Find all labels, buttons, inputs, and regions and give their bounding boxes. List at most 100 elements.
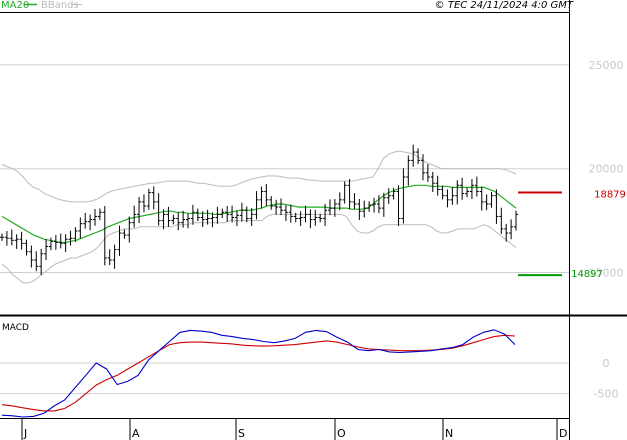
price-bar xyxy=(357,198,362,220)
price-bar xyxy=(210,212,215,228)
price-bar xyxy=(195,208,200,222)
macd-y-tick-label: -500 xyxy=(594,388,619,401)
price-levels: 18879 14897 xyxy=(518,189,626,280)
price-bar xyxy=(146,188,151,210)
price-bar xyxy=(430,172,435,192)
price-bar xyxy=(215,206,220,224)
price-bars xyxy=(0,144,518,275)
price-bar xyxy=(269,196,274,210)
price-bar xyxy=(509,219,514,240)
price-bar xyxy=(181,210,186,228)
price-bar xyxy=(190,204,195,225)
price-bar xyxy=(93,208,98,226)
price-bar xyxy=(234,210,239,227)
price-bar xyxy=(230,205,235,223)
x-axis-month-label: D xyxy=(559,427,567,440)
ma20-line xyxy=(1,184,517,243)
price-bar xyxy=(44,239,49,261)
price-bar xyxy=(274,199,279,215)
price-bar xyxy=(205,209,210,225)
macd-line xyxy=(1,329,516,418)
price-bar xyxy=(411,144,416,167)
price-bar xyxy=(161,209,166,230)
price-bar xyxy=(68,230,73,246)
price-bar xyxy=(141,194,146,213)
price-bar xyxy=(494,189,499,224)
price-bar xyxy=(396,185,401,226)
macd-panel-title: MACD xyxy=(2,323,29,333)
x-axis-month-label: J xyxy=(23,427,27,440)
price-bar xyxy=(88,214,93,231)
price-bar xyxy=(425,164,430,182)
price-bar xyxy=(460,177,465,200)
price-bar xyxy=(469,179,474,199)
price-bar xyxy=(465,187,470,198)
price-bar xyxy=(318,213,323,223)
price-bar xyxy=(489,191,494,208)
copyright-text: © TEC 24/11/2024 4:0 GMT xyxy=(435,0,574,11)
price-bar xyxy=(367,201,372,212)
price-bar xyxy=(9,229,14,246)
price-bar xyxy=(474,176,479,197)
bbands-legend-label: BBands xyxy=(41,0,79,11)
price-bar xyxy=(420,154,425,181)
price-bar xyxy=(293,212,298,223)
support-level-label: 14897 xyxy=(571,269,603,280)
macd-signal-line xyxy=(1,334,516,412)
price-bar xyxy=(122,229,127,239)
price-bar xyxy=(171,214,176,225)
price-bar xyxy=(416,148,421,165)
price-bar xyxy=(352,193,357,209)
price-bar xyxy=(499,207,504,234)
price-bar xyxy=(83,212,88,229)
resistance-level-label: 18879 xyxy=(594,189,626,200)
price-bar xyxy=(249,208,254,226)
price-bar xyxy=(48,237,53,251)
price-bar xyxy=(137,196,142,224)
price-bar xyxy=(288,204,293,223)
price-bar xyxy=(514,210,518,231)
price-bar xyxy=(186,213,191,229)
price-bar xyxy=(24,239,29,256)
price-y-tick-label: 15000 xyxy=(589,266,624,279)
price-bar xyxy=(73,227,78,242)
price-bar xyxy=(53,235,58,250)
price-bar xyxy=(313,209,318,226)
price-bar xyxy=(19,231,24,250)
price-bar xyxy=(127,216,132,243)
price-bar xyxy=(386,188,391,204)
bollinger-lower-band xyxy=(1,213,517,284)
price-bar xyxy=(259,186,264,209)
price-bar xyxy=(372,197,377,213)
price-bar xyxy=(347,179,352,210)
price-bar xyxy=(450,186,455,205)
price-bar xyxy=(4,230,9,246)
price-bar xyxy=(14,234,19,250)
price-bar xyxy=(117,225,122,256)
price-bar xyxy=(151,186,156,210)
price-bar xyxy=(63,234,68,253)
price-bar xyxy=(391,187,396,200)
price-bar xyxy=(176,212,181,231)
price-bar xyxy=(239,202,244,222)
price-bar xyxy=(342,181,347,204)
price-bar xyxy=(337,192,342,211)
x-axis-month-label: N xyxy=(445,427,453,440)
price-bar xyxy=(435,175,440,196)
price-bar xyxy=(455,180,460,205)
macd-y-tick-label: 0 xyxy=(603,357,610,370)
price-bar xyxy=(132,205,137,228)
price-bar xyxy=(244,206,249,223)
price-bar xyxy=(332,198,337,217)
price-y-tick-label: 25000 xyxy=(589,59,624,72)
price-bar xyxy=(112,244,117,269)
price-bar xyxy=(0,233,4,241)
price-bar xyxy=(283,205,288,222)
price-bar xyxy=(97,208,102,221)
price-bar xyxy=(303,205,308,223)
price-bar xyxy=(440,185,445,200)
price-bar xyxy=(107,249,112,266)
price-bar xyxy=(381,192,386,217)
price-bar xyxy=(406,155,411,186)
